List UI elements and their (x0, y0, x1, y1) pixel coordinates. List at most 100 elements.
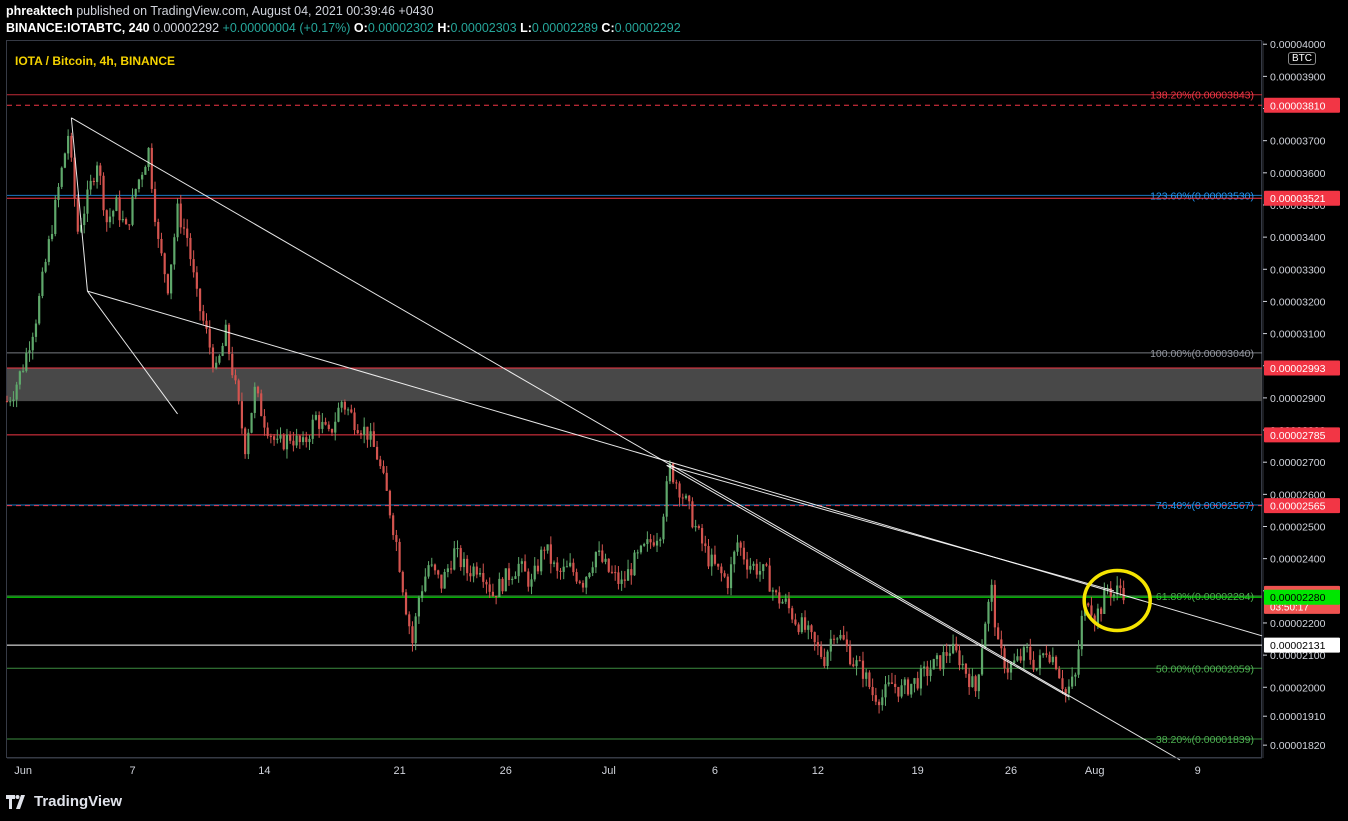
candle (633, 552, 636, 576)
candle (256, 386, 260, 394)
candle (89, 180, 92, 190)
open-label: O: (353, 21, 368, 35)
candle (321, 421, 324, 429)
y-tick-label: 0.00003700 (1270, 136, 1326, 148)
candle (218, 355, 221, 363)
candle (466, 558, 469, 574)
candle (758, 571, 762, 575)
candle (1038, 655, 1042, 669)
candle (826, 651, 829, 667)
candle (636, 552, 639, 554)
candle (1109, 587, 1112, 597)
countdown-label: 03:50:17 (1270, 602, 1309, 613)
candle (195, 272, 198, 289)
candle (565, 566, 569, 568)
candle (382, 466, 385, 473)
candle (646, 539, 649, 545)
candle (585, 577, 588, 588)
brand-name: TradingView (34, 793, 123, 810)
candle (205, 320, 208, 329)
candle (874, 695, 877, 702)
candle (34, 323, 38, 337)
candle (832, 638, 836, 640)
price-label-box (1264, 589, 1340, 605)
y-tick-label: 0.00002100 (1270, 650, 1326, 662)
candle (298, 435, 301, 443)
candle (350, 409, 353, 413)
trendline (70, 117, 88, 292)
candle (79, 225, 83, 232)
candle (401, 571, 404, 593)
last-price: 0.00002292 (153, 21, 220, 35)
candle (546, 544, 549, 551)
price-label-box (1264, 427, 1340, 443)
candle (131, 196, 134, 225)
candle (997, 627, 1000, 640)
y-tick-label: 0.00003300 (1270, 264, 1326, 276)
candle (530, 579, 533, 587)
candle (54, 199, 57, 234)
candle (955, 643, 958, 651)
candle (112, 210, 115, 217)
candle (829, 638, 832, 652)
candle (668, 463, 671, 482)
candle (610, 571, 614, 573)
candle (25, 352, 28, 371)
candle (157, 221, 160, 239)
candle (369, 431, 372, 440)
candle (948, 653, 951, 656)
candle (945, 652, 948, 656)
high-value: 0.00002303 (450, 21, 517, 35)
y-tick-label: 0.00002400 (1270, 554, 1326, 566)
candle (929, 669, 932, 676)
candle (1025, 646, 1029, 648)
price-label: 0.00003810 (1270, 100, 1326, 112)
candle (440, 574, 443, 589)
candle (1022, 647, 1025, 661)
candle (433, 564, 437, 571)
trendline (87, 290, 1263, 637)
fib-label: 100.00%(0.00003040) (1150, 348, 1254, 360)
candle (1074, 674, 1077, 677)
candle (372, 431, 375, 447)
candle (1048, 654, 1051, 663)
publish-info: phreaktech published on TradingView.com,… (6, 4, 434, 18)
candle (1064, 689, 1067, 694)
trendline (87, 290, 178, 415)
candle (903, 679, 906, 686)
candle (289, 434, 292, 441)
candle (720, 566, 723, 574)
candle (1006, 668, 1009, 673)
candle (408, 614, 411, 627)
candle (224, 324, 227, 346)
candle (1029, 646, 1032, 660)
symbol-title: IOTA / Bitcoin, 4h, BINANCE (15, 54, 176, 68)
candle (417, 597, 420, 617)
candle (211, 347, 215, 368)
candle (607, 558, 610, 572)
candle (459, 548, 462, 568)
candle (276, 438, 279, 440)
candle (105, 210, 108, 223)
candle (977, 674, 980, 692)
candle (150, 147, 153, 189)
tradingview-logo[interactable]: TradingView (6, 793, 122, 810)
candle (363, 426, 366, 435)
candle (379, 459, 382, 467)
candle (478, 572, 482, 575)
candle (83, 213, 86, 226)
x-tick-label: 21 (393, 765, 405, 777)
candle (604, 558, 607, 562)
candle (337, 407, 340, 422)
candle (803, 617, 807, 630)
candle (697, 526, 700, 529)
y-tick-label: 0.00002500 (1270, 522, 1326, 534)
candle (108, 216, 112, 223)
candle (919, 668, 922, 689)
currency-badge[interactable]: BTC (1288, 52, 1316, 65)
candle (614, 572, 617, 574)
y-tick-label: 0.00003400 (1270, 232, 1326, 244)
candle (324, 421, 327, 425)
publisher-name[interactable]: phreaktech (6, 4, 73, 18)
